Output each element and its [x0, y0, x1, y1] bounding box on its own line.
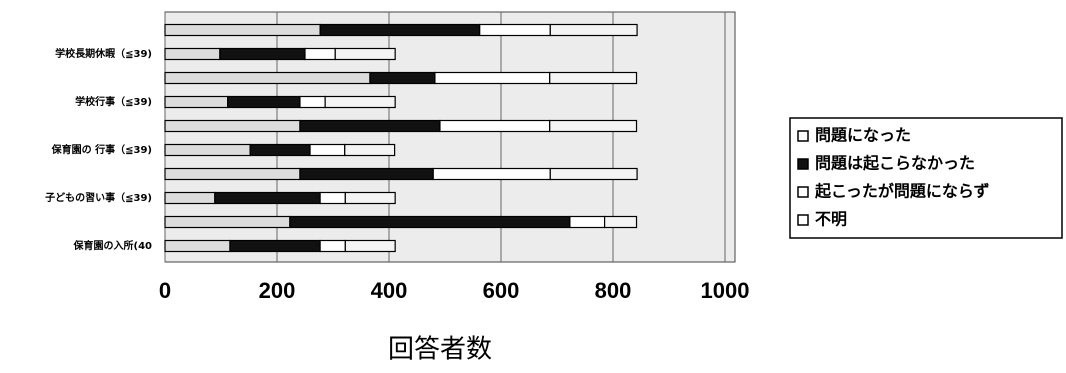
bar-segment — [569, 215, 606, 229]
legend — [789, 117, 1063, 239]
legend-label: 問題は起こらなかった — [815, 154, 975, 173]
x-tick-label: 0 — [159, 278, 171, 303]
bar-segment — [319, 23, 481, 37]
bar-segment — [324, 95, 396, 109]
bar-segment — [434, 71, 551, 85]
bar-segment — [299, 95, 326, 109]
bar-segment — [229, 239, 321, 253]
bar-segment — [299, 167, 434, 181]
legend-swatch — [797, 158, 809, 170]
legend-swatch — [797, 130, 809, 142]
bar-segment — [304, 47, 336, 61]
y-tick-label: 学校長期休暇（≦39) — [55, 47, 152, 60]
bar-segment — [549, 71, 638, 85]
bar-segment — [164, 47, 221, 61]
x-tick-label: 600 — [483, 278, 520, 303]
x-tick-label: 200 — [259, 278, 296, 303]
bar-segment — [249, 143, 311, 157]
x-tick-label: 1000 — [701, 278, 750, 303]
bar-segment — [164, 239, 231, 253]
bar-segment — [164, 191, 216, 205]
bar-segment — [164, 215, 291, 229]
y-tick-label: 子どもの習い事（≦39) — [45, 191, 152, 204]
bar-segment — [309, 143, 346, 157]
bar-segment — [319, 191, 346, 205]
y-tick-label: 保育園の入所(40 — [73, 239, 153, 252]
bar-segment — [164, 71, 371, 85]
bar-segment — [164, 23, 321, 37]
bar-segment — [214, 191, 321, 205]
legend-label: 問題になった — [815, 126, 911, 145]
bar-segment — [164, 143, 251, 157]
bar-segment — [344, 239, 396, 253]
bar-segment — [439, 119, 551, 133]
legend-label: 起こったが問題にならず — [814, 182, 990, 201]
x-axis-label: 回答者数 — [388, 335, 492, 365]
bar-segment — [227, 95, 301, 109]
legend-label: 不明 — [815, 210, 847, 229]
bar-segment — [299, 119, 441, 133]
bar-segment — [164, 167, 301, 181]
y-tick-label: 学校行事（≦39) — [75, 95, 152, 108]
legend-swatch — [797, 186, 809, 198]
bar-segment — [549, 167, 638, 181]
x-tick-label: 400 — [371, 278, 408, 303]
bar-segment — [219, 47, 306, 61]
bar-segment — [344, 143, 396, 157]
bar-segment — [344, 191, 396, 205]
bar-segment — [289, 215, 571, 229]
y-tick-label: 保育園の 行事（≦39) — [51, 143, 152, 156]
bar-segment — [603, 215, 638, 229]
bar-segment — [334, 47, 396, 61]
legend-swatch — [797, 214, 809, 226]
x-tick-label: 800 — [595, 278, 632, 303]
bar-segment — [432, 167, 551, 181]
bar-segment — [319, 239, 346, 253]
bar-segment — [164, 95, 229, 109]
bar-segment — [164, 119, 301, 133]
bar-segment — [549, 119, 638, 133]
bar-segment — [369, 71, 436, 85]
bar-segment — [549, 23, 638, 37]
bar-segment — [479, 23, 551, 37]
